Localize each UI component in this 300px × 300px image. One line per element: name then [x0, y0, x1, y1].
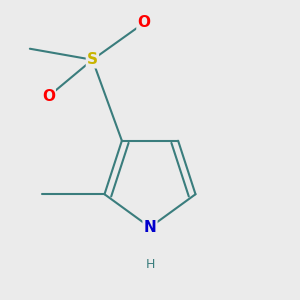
Text: N: N [144, 220, 156, 235]
Text: S: S [87, 52, 98, 67]
Text: O: O [42, 89, 55, 104]
Text: O: O [137, 16, 151, 31]
Text: H: H [145, 258, 155, 271]
